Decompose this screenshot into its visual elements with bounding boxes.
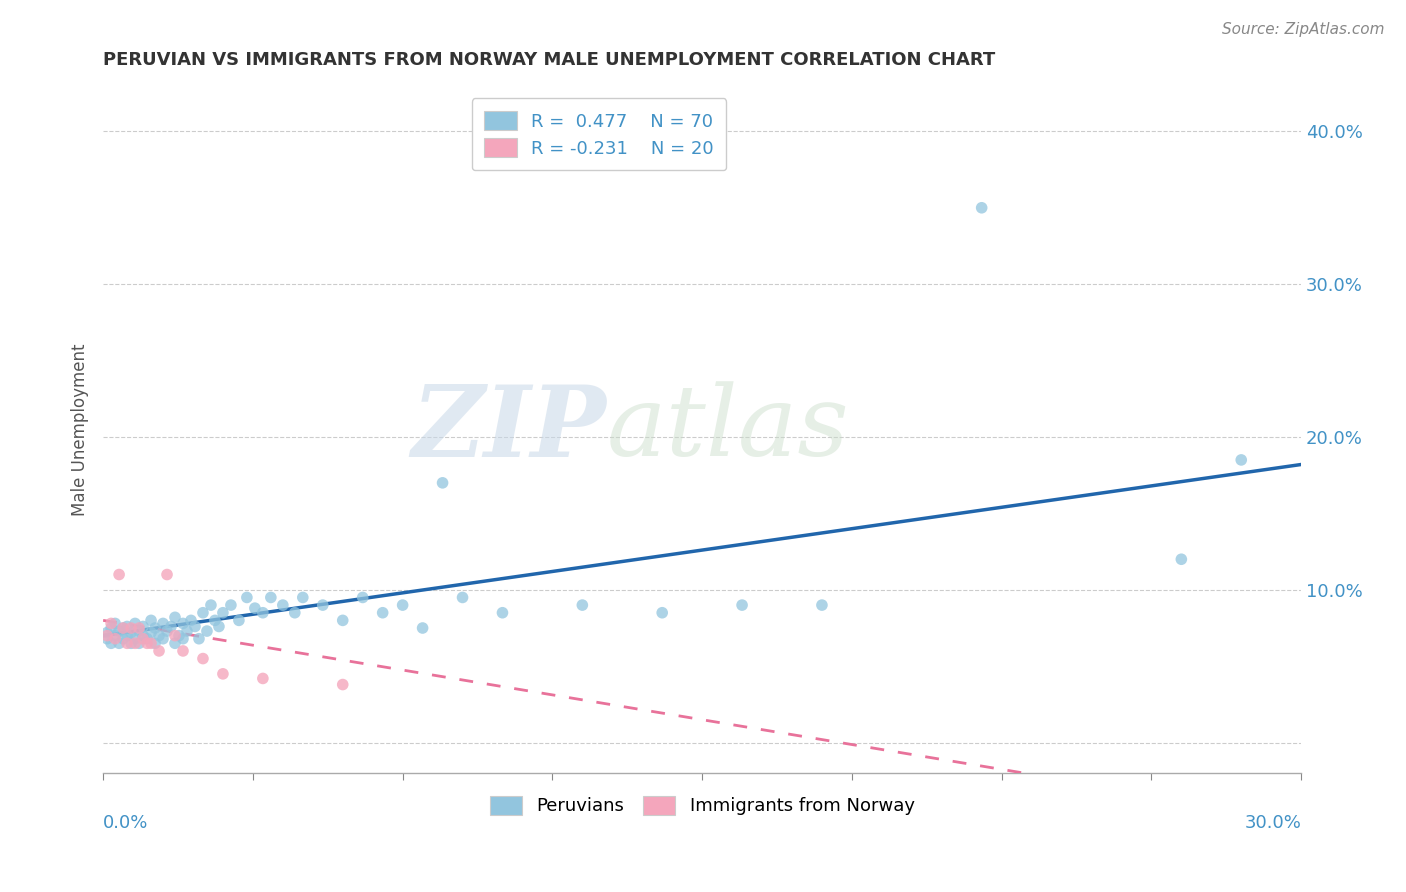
Point [352,591,374,605]
Point [291,591,314,605]
Point [970,201,993,215]
Point [243,601,266,615]
Point [104,632,127,646]
Point [219,598,242,612]
Point [156,624,179,638]
Point [132,629,155,643]
Y-axis label: Male Unemployment: Male Unemployment [72,343,89,516]
Point [172,616,194,631]
Point [1170,552,1192,566]
Point [108,624,131,638]
Point [391,598,413,612]
Point [120,636,142,650]
Point [260,591,283,605]
Point [1230,453,1253,467]
Point [212,666,235,681]
Point [160,619,183,633]
Point [108,636,131,650]
Point [184,619,207,633]
Point [156,567,179,582]
Point [204,613,226,627]
Point [491,606,513,620]
Point [104,616,127,631]
Point [115,629,138,643]
Point [167,629,190,643]
Point [163,610,186,624]
Point [112,621,135,635]
Text: ZIP: ZIP [412,381,606,477]
Point [200,598,222,612]
Text: PERUVIAN VS IMMIGRANTS FROM NORWAY MALE UNEMPLOYMENT CORRELATION CHART: PERUVIAN VS IMMIGRANTS FROM NORWAY MALE … [103,51,995,69]
Point [128,624,150,638]
Point [152,616,174,631]
Point [811,598,834,612]
Point [731,598,754,612]
Point [228,613,250,627]
Point [132,632,155,646]
Point [120,625,142,640]
Point [252,606,274,620]
Point [172,632,194,646]
Point [112,632,135,646]
Point [312,598,335,612]
Point [172,644,194,658]
Point [124,616,146,631]
Point [112,621,135,635]
Point [136,632,159,646]
Point [163,629,186,643]
Point [124,636,146,650]
Text: atlas: atlas [606,382,849,477]
Point [451,591,474,605]
Legend: Peruvians, Immigrants from Norway: Peruvians, Immigrants from Norway [482,789,922,822]
Point [139,636,162,650]
Point [208,619,231,633]
Point [651,606,673,620]
Point [412,621,434,635]
Point [108,567,131,582]
Point [96,632,118,646]
Point [115,636,138,650]
Point [143,636,166,650]
Point [96,629,118,643]
Point [139,625,162,640]
Point [332,613,354,627]
Point [271,598,294,612]
Point [571,598,593,612]
Text: 0.0%: 0.0% [103,814,149,832]
Point [148,644,170,658]
Point [124,632,146,646]
Text: Source: ZipAtlas.com: Source: ZipAtlas.com [1222,22,1385,37]
Point [432,475,454,490]
Point [371,606,394,620]
Point [180,613,202,627]
Point [128,636,150,650]
Point [252,672,274,686]
Point [143,621,166,635]
Point [148,629,170,643]
Point [188,632,211,646]
Point [136,636,159,650]
Point [191,606,214,620]
Point [100,616,122,631]
Point [195,624,218,638]
Point [332,677,354,691]
Point [120,621,142,635]
Point [176,624,198,638]
Point [100,621,122,635]
Point [152,632,174,646]
Point [128,621,150,635]
Point [100,636,122,650]
Point [132,619,155,633]
Point [115,619,138,633]
Point [96,625,118,640]
Point [284,606,307,620]
Point [212,606,235,620]
Point [139,613,162,627]
Point [191,651,214,665]
Point [236,591,259,605]
Point [163,636,186,650]
Text: 30.0%: 30.0% [1244,814,1301,832]
Point [104,629,127,643]
